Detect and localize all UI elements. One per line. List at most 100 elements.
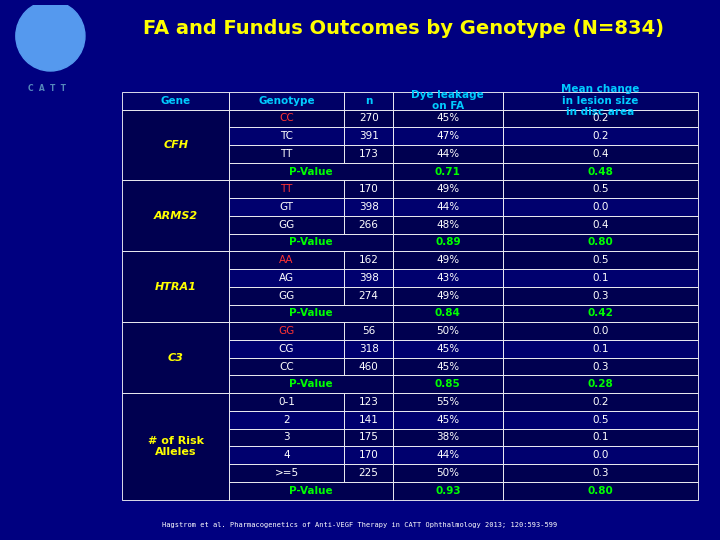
Text: 43%: 43% [436,273,459,283]
FancyBboxPatch shape [344,127,393,145]
Text: TT: TT [280,149,293,159]
Text: 266: 266 [359,220,379,229]
FancyBboxPatch shape [393,163,503,180]
Text: TC: TC [280,131,293,141]
FancyBboxPatch shape [503,305,698,322]
FancyBboxPatch shape [229,287,344,305]
Text: AA: AA [279,255,294,265]
Text: 0.2: 0.2 [593,113,608,123]
FancyBboxPatch shape [229,447,344,464]
FancyBboxPatch shape [503,411,698,429]
FancyBboxPatch shape [393,322,503,340]
FancyBboxPatch shape [344,287,393,305]
Text: 0.4: 0.4 [593,220,608,229]
FancyBboxPatch shape [122,251,229,322]
FancyBboxPatch shape [393,234,503,251]
Circle shape [23,8,78,64]
Text: 0.4: 0.4 [593,149,608,159]
Text: 0.3: 0.3 [593,468,608,478]
FancyBboxPatch shape [503,482,698,500]
Text: 141: 141 [359,415,379,425]
Text: ARMS2: ARMS2 [153,211,198,221]
Text: C3: C3 [168,353,184,363]
FancyBboxPatch shape [393,411,503,429]
FancyBboxPatch shape [393,464,503,482]
Text: 0.5: 0.5 [593,184,608,194]
FancyBboxPatch shape [344,322,393,340]
Text: HTRA1: HTRA1 [155,282,197,292]
Text: 0.28: 0.28 [588,379,613,389]
FancyBboxPatch shape [229,234,393,251]
FancyBboxPatch shape [229,322,344,340]
Text: 38%: 38% [436,433,459,442]
FancyBboxPatch shape [344,393,393,411]
Text: 0.71: 0.71 [435,166,461,177]
Text: 0.80: 0.80 [588,238,613,247]
Text: GT: GT [279,202,294,212]
FancyBboxPatch shape [229,464,344,482]
Text: 50%: 50% [436,326,459,336]
FancyBboxPatch shape [229,411,344,429]
Text: 0.80: 0.80 [588,485,613,496]
Text: 0.1: 0.1 [593,273,608,283]
FancyBboxPatch shape [229,305,393,322]
Text: 0.93: 0.93 [435,485,461,496]
FancyBboxPatch shape [344,429,393,447]
Text: P-Value: P-Value [289,238,333,247]
FancyBboxPatch shape [393,287,503,305]
Text: 0.42: 0.42 [588,308,613,319]
Text: 0.1: 0.1 [593,433,608,442]
Text: P-Value: P-Value [289,485,333,496]
Text: 0.3: 0.3 [593,362,608,372]
FancyBboxPatch shape [503,234,698,251]
FancyBboxPatch shape [344,357,393,375]
FancyBboxPatch shape [229,216,344,234]
FancyBboxPatch shape [393,340,503,357]
FancyBboxPatch shape [229,163,393,180]
Text: 170: 170 [359,450,379,460]
Text: GG: GG [279,326,294,336]
FancyBboxPatch shape [503,92,698,110]
Text: CFH: CFH [163,140,188,150]
Text: GG: GG [279,291,294,301]
FancyBboxPatch shape [229,269,344,287]
FancyBboxPatch shape [393,127,503,145]
Text: 318: 318 [359,344,379,354]
FancyBboxPatch shape [503,464,698,482]
FancyBboxPatch shape [229,357,344,375]
Text: 45%: 45% [436,344,459,354]
Text: 0.1: 0.1 [593,344,608,354]
FancyBboxPatch shape [393,375,503,393]
Text: 0-1: 0-1 [278,397,295,407]
FancyBboxPatch shape [503,216,698,234]
FancyBboxPatch shape [229,127,344,145]
Text: 0.3: 0.3 [593,291,608,301]
Text: Hagstrom et al. Pharmacogenetics of Anti-VEGF Therapy in CATT Ophthalmology 2013: Hagstrom et al. Pharmacogenetics of Anti… [163,522,557,528]
Text: 0.0: 0.0 [593,202,608,212]
FancyBboxPatch shape [393,216,503,234]
Text: 49%: 49% [436,184,459,194]
Circle shape [16,1,85,71]
Text: 398: 398 [359,273,379,283]
Text: 0.85: 0.85 [435,379,461,389]
FancyBboxPatch shape [229,92,344,110]
Circle shape [29,14,72,58]
Text: 47%: 47% [436,131,459,141]
FancyBboxPatch shape [344,145,393,163]
Text: 49%: 49% [436,255,459,265]
Text: 274: 274 [359,291,379,301]
Text: 0.48: 0.48 [588,166,613,177]
Text: Dye leakage
on FA: Dye leakage on FA [411,90,485,111]
FancyBboxPatch shape [393,269,503,287]
FancyBboxPatch shape [344,411,393,429]
FancyBboxPatch shape [229,482,393,500]
Text: 170: 170 [359,184,379,194]
FancyBboxPatch shape [503,198,698,216]
Text: 44%: 44% [436,450,459,460]
FancyBboxPatch shape [344,180,393,198]
Text: 45%: 45% [436,415,459,425]
FancyBboxPatch shape [503,322,698,340]
FancyBboxPatch shape [344,216,393,234]
FancyBboxPatch shape [229,393,344,411]
Text: 44%: 44% [436,149,459,159]
